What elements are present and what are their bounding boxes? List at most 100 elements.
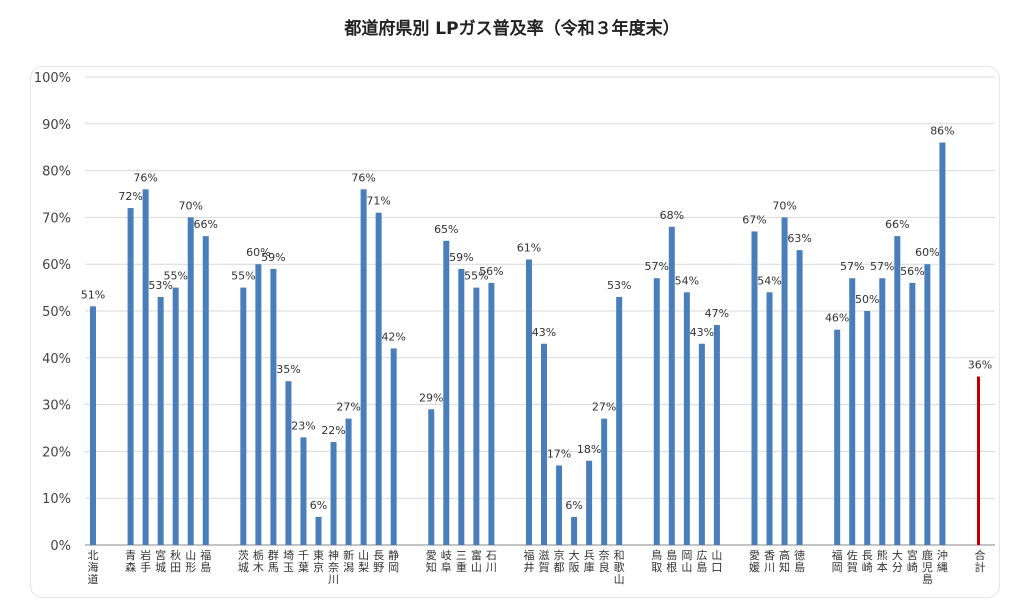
- data-label: 59%: [261, 251, 285, 264]
- x-category-label: 石川: [486, 549, 497, 574]
- bar: [713, 325, 720, 545]
- bar: [541, 343, 548, 545]
- bar: [330, 442, 337, 545]
- bar: [270, 268, 277, 545]
- x-category-label: 合計: [975, 548, 986, 574]
- bar: [556, 465, 563, 545]
- x-category-label: 静岡: [388, 548, 399, 574]
- x-category-label: 宮城: [155, 548, 166, 574]
- bar: [781, 217, 788, 545]
- data-label: 6%: [310, 499, 327, 512]
- bar-total: [977, 376, 980, 545]
- x-category-label: 愛媛: [749, 549, 760, 574]
- bars: [90, 142, 980, 546]
- bar: [834, 329, 841, 545]
- data-label: 47%: [705, 307, 729, 320]
- data-label: 22%: [321, 424, 345, 437]
- data-label: 67%: [742, 213, 766, 226]
- bar: [879, 278, 886, 545]
- bar: [766, 292, 773, 545]
- y-tick-label: 100%: [34, 71, 71, 86]
- data-label: 36%: [968, 359, 992, 372]
- x-category-label: 宮崎: [907, 548, 918, 574]
- bar: [240, 287, 247, 545]
- data-label: 63%: [787, 232, 811, 245]
- x-category-label: 福岡: [832, 548, 843, 574]
- bar: [586, 460, 593, 545]
- data-label: 56%: [479, 265, 503, 278]
- data-label: 56%: [900, 265, 924, 278]
- data-label: 53%: [607, 279, 631, 292]
- bar: [255, 264, 262, 545]
- bar: [127, 208, 134, 546]
- data-label: 53%: [148, 279, 172, 292]
- y-tick-label: 0%: [50, 539, 71, 554]
- bar: [375, 212, 382, 545]
- x-category-label: 鳥取: [651, 548, 662, 574]
- x-category-label: 福井: [523, 548, 534, 574]
- bar: [751, 231, 758, 545]
- x-category-label: 愛知: [426, 549, 437, 574]
- data-label: 55%: [464, 270, 488, 283]
- bar: [172, 287, 179, 545]
- x-category-label: 埼玉: [283, 548, 294, 574]
- bar: [601, 418, 608, 545]
- data-label: 18%: [577, 443, 601, 456]
- bar: [849, 278, 856, 545]
- x-category-label: 長崎: [862, 549, 873, 574]
- bar: [187, 217, 194, 545]
- x-category-label: 秋田: [170, 548, 181, 574]
- data-label: 59%: [449, 251, 473, 264]
- y-tick-label: 40%: [42, 352, 71, 367]
- x-category-label: 群馬: [268, 548, 279, 574]
- bar: [939, 142, 946, 545]
- x-category-label: 香川: [764, 549, 775, 574]
- bar: [796, 250, 803, 545]
- data-label: 50%: [855, 293, 879, 306]
- y-tick-label: 50%: [42, 305, 71, 320]
- bar: [428, 409, 435, 545]
- data-label: 65%: [434, 223, 458, 236]
- data-label: 66%: [194, 218, 218, 231]
- data-label: 68%: [660, 209, 684, 222]
- bar: [488, 282, 495, 545]
- data-label: 54%: [757, 274, 781, 287]
- bar: [683, 292, 690, 545]
- data-label: 42%: [381, 330, 405, 343]
- x-category-label: 三重: [456, 549, 467, 574]
- y-tick-label: 30%: [42, 399, 71, 414]
- data-labels: 51%72%76%53%55%70%66%55%60%59%35%23%6%22…: [81, 125, 992, 512]
- chart-title: 都道府県別 LPガス普及率（令和３年度末）: [344, 19, 680, 39]
- bar: [315, 516, 322, 545]
- bar: [909, 282, 916, 545]
- data-label: 29%: [419, 391, 443, 404]
- x-category-label: 山形: [185, 549, 196, 574]
- data-label: 71%: [366, 195, 390, 208]
- bar: [571, 516, 578, 545]
- x-category-label: 青森: [125, 549, 136, 574]
- bar: [300, 437, 307, 545]
- data-label: 70%: [178, 199, 202, 212]
- bar: [157, 296, 164, 545]
- x-category-label: 和歌山: [614, 549, 625, 586]
- bar: [924, 264, 931, 545]
- x-category-label: 北海道: [88, 549, 99, 586]
- x-category-label: 佐賀: [847, 548, 858, 574]
- x-category-label: 島根: [666, 548, 677, 574]
- x-category-label: 山梨: [358, 549, 369, 574]
- data-label: 27%: [592, 401, 616, 414]
- x-category-label: 京都: [554, 548, 565, 574]
- x-category-label: 岡山: [681, 549, 692, 574]
- gridlines: [85, 76, 995, 546]
- x-category-label: 新潟: [343, 548, 354, 574]
- data-label: 54%: [675, 274, 699, 287]
- bar: [360, 189, 367, 545]
- y-axis-ticks: 0% 10% 20% 30% 40% 50% 60% 70% 80% 90% 100%: [34, 71, 71, 554]
- x-category-label: 滋賀: [539, 549, 550, 574]
- x-category-label: 神奈川: [328, 548, 339, 586]
- x-category-label: 奈良: [599, 548, 610, 574]
- bar: [668, 226, 675, 545]
- bar: [458, 268, 465, 545]
